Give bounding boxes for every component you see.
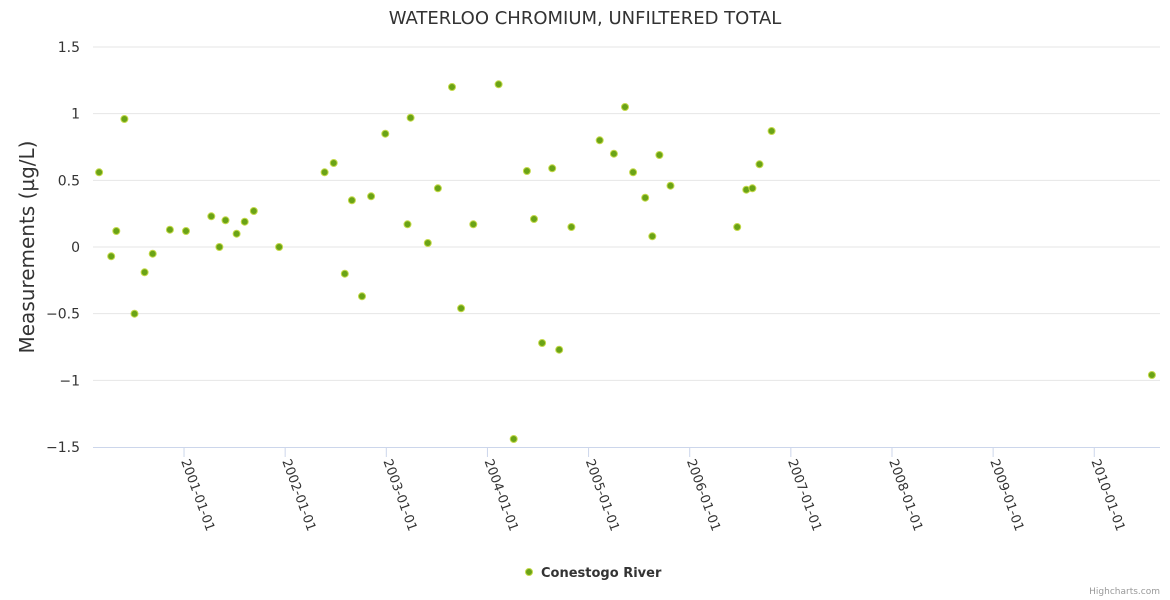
data-point[interactable]	[755, 160, 764, 169]
data-point[interactable]	[120, 115, 129, 123]
x-tick-label: 2005-01-01	[582, 457, 622, 533]
data-point[interactable]	[733, 223, 742, 231]
data-point[interactable]	[748, 184, 757, 193]
data-point[interactable]	[538, 339, 547, 347]
data-point[interactable]	[207, 212, 216, 221]
data-point[interactable]	[107, 252, 116, 261]
data-point[interactable]	[621, 103, 629, 111]
data-point[interactable]	[358, 292, 366, 301]
data-point[interactable]	[182, 227, 190, 235]
data-point[interactable]	[112, 227, 121, 235]
data-point[interactable]	[381, 129, 390, 138]
data-point[interactable]	[666, 181, 675, 190]
data-point[interactable]	[165, 225, 174, 234]
data-point[interactable]	[215, 243, 224, 251]
x-axis: 2001-01-01 2002-01-01 2003-01-01 2004-01-01…	[93, 447, 1160, 533]
data-point[interactable]	[406, 113, 415, 122]
data-point[interactable]	[494, 80, 503, 89]
x-tick-label: 2001-01-01	[177, 457, 217, 533]
data-point[interactable]	[548, 164, 557, 173]
data-point[interactable]	[567, 223, 576, 231]
grid-lines	[93, 46, 1160, 381]
data-point[interactable]	[130, 309, 139, 318]
data-point[interactable]	[595, 136, 604, 145]
data-point[interactable]	[95, 168, 104, 177]
data-point[interactable]	[232, 229, 241, 238]
data-point[interactable]	[367, 192, 376, 201]
data-point[interactable]	[641, 193, 650, 202]
data-point[interactable]	[655, 151, 664, 159]
data-point[interactable]	[433, 184, 442, 193]
y-tick-label: −0.5	[46, 307, 80, 323]
y-tick-label: 0.5	[58, 173, 80, 189]
y-tick-label: 0	[71, 240, 80, 256]
data-point[interactable]	[448, 83, 456, 91]
data-point[interactable]	[140, 268, 149, 277]
data-point[interactable]	[347, 196, 356, 205]
data-point[interactable]	[275, 243, 284, 251]
x-tick-label: 2010-01-01	[1088, 457, 1128, 533]
y-tick-label: −1	[59, 373, 80, 389]
data-point[interactable]	[403, 220, 412, 229]
data-point[interactable]	[555, 345, 564, 354]
data-point[interactable]	[530, 215, 538, 223]
credits-link[interactable]: Highcharts.com	[1089, 587, 1160, 597]
legend-item-label[interactable]: Conestogo River	[541, 566, 662, 581]
data-point[interactable]	[340, 269, 349, 278]
data-point[interactable]	[240, 217, 249, 226]
x-tick-label: 2003-01-01	[380, 457, 420, 533]
x-tick-label: 2002-01-01	[278, 457, 318, 533]
x-tick-label: 2007-01-01	[784, 457, 824, 533]
chart-title: WATERLOO CHROMIUM, UNFILTERED TOTAL	[389, 8, 782, 29]
data-point[interactable]	[221, 216, 230, 225]
x-tick-label: 2004-01-01	[481, 457, 521, 533]
legend-marker-icon	[525, 568, 533, 576]
data-point[interactable]	[509, 435, 518, 443]
data-point[interactable]	[648, 232, 657, 241]
y-axis-ticks: 1.5 1 0.5 0 −0.5 −1 −1.5	[46, 40, 80, 456]
data-point[interactable]	[469, 220, 478, 229]
data-point[interactable]	[1147, 371, 1156, 379]
data-point[interactable]	[148, 249, 157, 258]
data-point[interactable]	[522, 167, 531, 175]
data-point[interactable]	[767, 127, 776, 135]
data-point[interactable]	[320, 168, 329, 177]
data-point[interactable]	[249, 207, 258, 215]
x-tick-label: 2008-01-01	[885, 457, 925, 533]
x-tick-label: 2006-01-01	[683, 457, 723, 533]
data-points	[95, 80, 1156, 443]
y-tick-label: −1.5	[46, 440, 80, 456]
x-tick-label: 2009-01-01	[986, 457, 1026, 533]
legend[interactable]: Conestogo River	[525, 566, 662, 581]
data-point[interactable]	[457, 304, 466, 313]
y-tick-label: 1	[71, 107, 80, 123]
data-point[interactable]	[423, 239, 432, 247]
data-point[interactable]	[629, 168, 638, 177]
data-point[interactable]	[609, 149, 618, 158]
y-axis-label: Measurements (µg/L)	[15, 141, 39, 354]
y-tick-label: 1.5	[58, 40, 80, 56]
data-point[interactable]	[329, 159, 338, 167]
